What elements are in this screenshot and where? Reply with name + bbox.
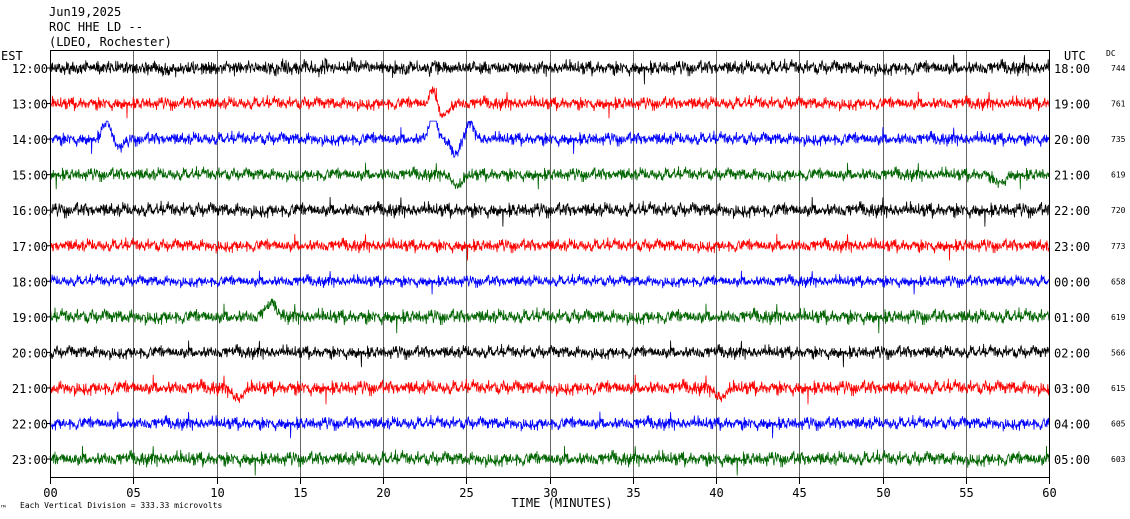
chart-date: Jun19,2025 [49,5,121,19]
utc-hour-label: 18:00 [1054,62,1090,76]
x-tick-label: 25 [459,486,473,500]
utc-hour-label: 19:00 [1054,98,1090,112]
x-tick-label: 05 [126,486,140,500]
dc-offset-label: 658 [1111,277,1126,286]
dc-offset-label: 566 [1111,348,1126,357]
seismic-traces [49,54,1050,476]
x-tick-label: 35 [626,486,640,500]
trace-line [49,120,1050,158]
x-tick-label: 50 [876,486,890,500]
utc-hour-label: 05:00 [1054,453,1090,467]
trace-line [49,86,1050,119]
est-hour-label: 16:00 [12,204,48,218]
x-tick-label: 15 [293,486,307,500]
trace-line [49,54,1050,85]
est-hour-label: 21:00 [12,382,48,396]
est-hour-label: 19:00 [12,311,48,325]
trace-line [49,445,1050,476]
x-tick-label: 45 [792,486,806,500]
trace-line [49,162,1050,190]
dc-column-title: DC [1106,49,1116,58]
chart-network: (LDEO, Rochester) [49,35,172,49]
est-hour-label: 15:00 [12,169,48,183]
trace-line [49,340,1050,368]
utc-hour-label: 00:00 [1054,275,1090,289]
row-labels: 12:00 18:00 744 13:00 19:00 761 14:00 20:00 735 1… [12,62,1126,467]
est-hour-label: 20:00 [12,346,48,360]
x-axis-ticks: 00 05 10 15 20 25 30 35 40 45 50 55 60 [43,478,1057,500]
vertical-grid [133,50,967,478]
dc-offset-label: 605 [1111,420,1126,429]
trace-line [49,233,1050,261]
dc-offset-label: 773 [1111,242,1126,251]
utc-hour-label: 20:00 [1054,133,1090,147]
est-axis-title: EST [1,49,23,63]
trace-line [49,196,1050,227]
utc-hour-label: 03:00 [1054,382,1090,396]
trace-line [49,374,1050,405]
est-hour-label: 13:00 [12,98,48,112]
est-hour-label: 23:00 [12,453,48,467]
utc-hour-label: 21:00 [1054,169,1090,183]
dc-offset-label: 603 [1111,455,1126,464]
scale-note: Each Vertical Division = 333.33 microvol… [20,501,222,510]
dc-offset-label: 619 [1111,313,1126,322]
dc-offset-label: 615 [1111,384,1126,393]
est-hour-label: 18:00 [12,275,48,289]
utc-hour-label: 01:00 [1054,311,1090,325]
x-tick-label: 20 [376,486,390,500]
chart-station: ROC HHE LD -- [49,20,143,34]
est-hour-label: 12:00 [12,62,48,76]
est-hour-label: 17:00 [12,240,48,254]
x-tick-label: 55 [959,486,973,500]
x-tick-label: 10 [210,486,224,500]
trace-line [49,411,1050,439]
utc-hour-label: 23:00 [1054,240,1090,254]
x-tick-label: 00 [43,486,57,500]
dc-offset-label: 619 [1111,171,1126,180]
dc-offset-label: 720 [1111,206,1126,215]
utc-axis-title: UTC [1064,49,1086,63]
dc-offset-label: 761 [1111,100,1126,109]
x-tick-label: 30 [543,486,557,500]
trace-line [49,298,1050,334]
plot-frame [50,50,1050,478]
x-axis-label: TIME (MINUTES) [511,496,612,510]
trace-line [49,270,1050,295]
utc-hour-label: 02:00 [1054,346,1090,360]
dc-offset-label: 744 [1111,64,1126,73]
est-hour-label: 14:00 [12,133,48,147]
utc-hour-label: 04:00 [1054,418,1090,432]
utc-hour-label: 22:00 [1054,204,1090,218]
x-tick-label: 60 [1042,486,1056,500]
x-tick-label: 40 [709,486,723,500]
footer-mark: ™ [0,504,6,513]
dc-offset-label: 735 [1111,135,1126,144]
est-hour-label: 22:00 [12,418,48,432]
